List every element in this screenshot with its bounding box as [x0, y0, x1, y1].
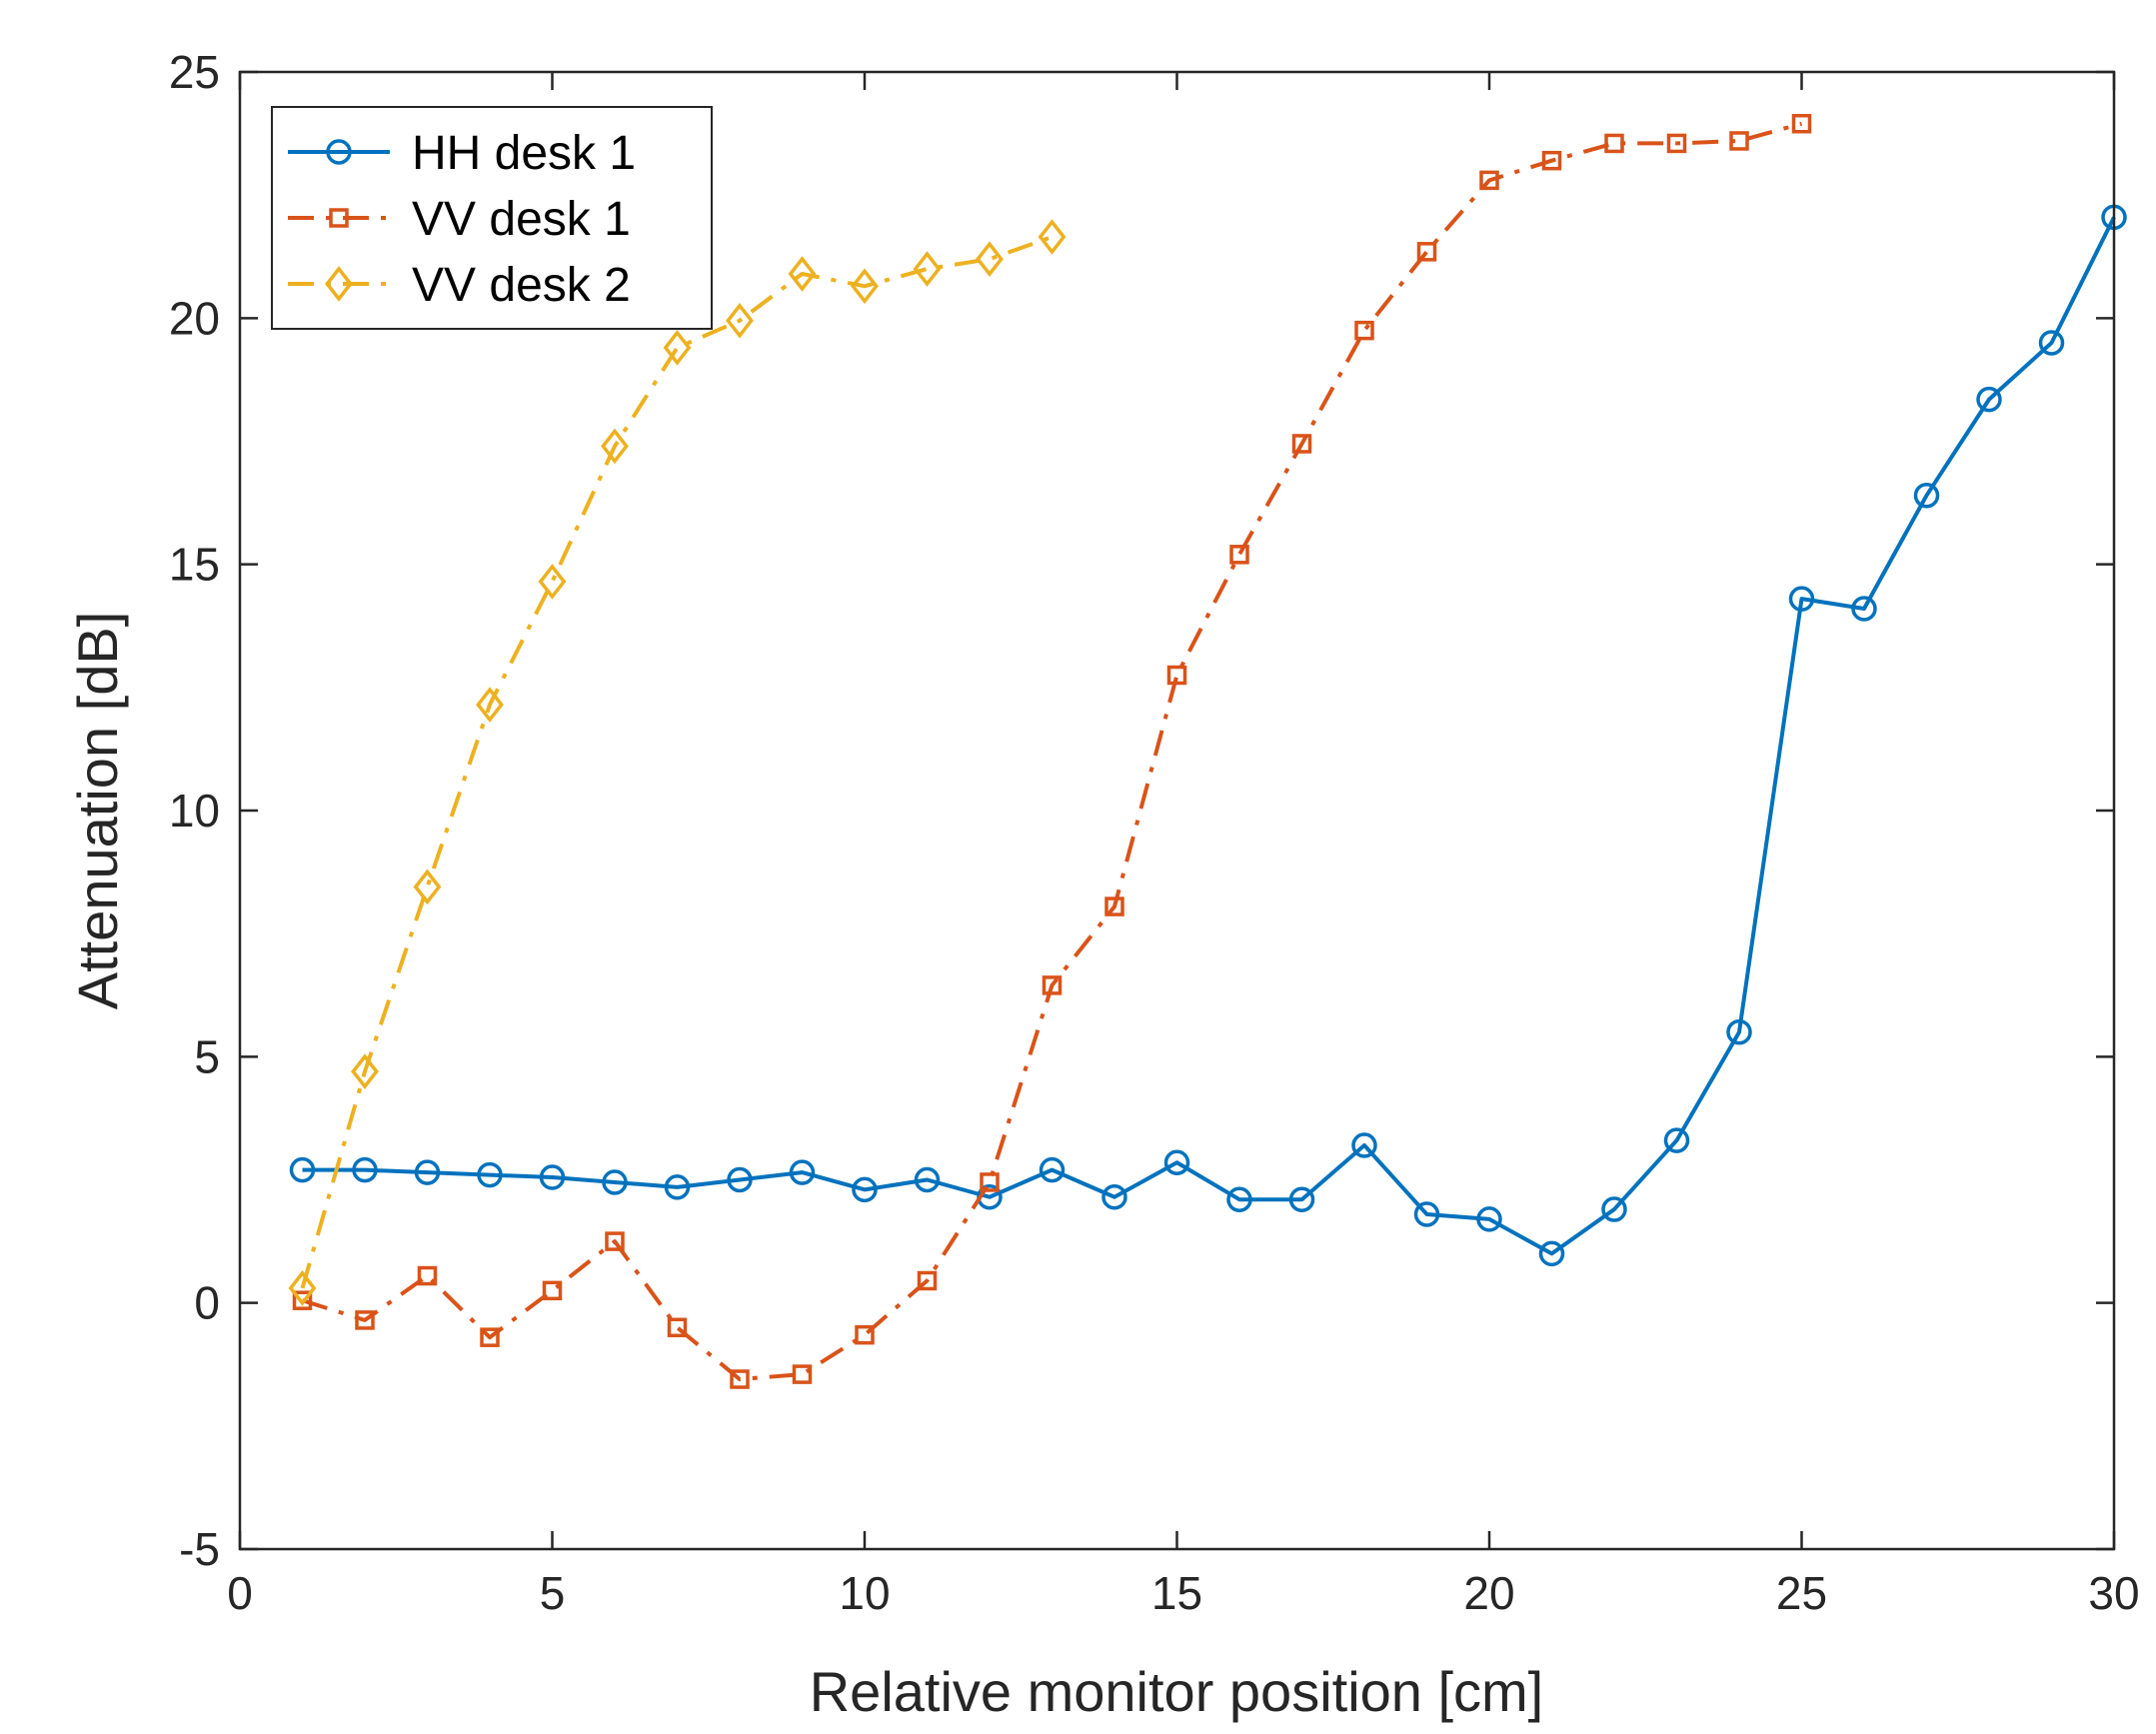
data-point: [730, 1369, 750, 1389]
data-point: [1479, 170, 1499, 191]
data-point: [663, 330, 692, 366]
y-tick-label: 15: [169, 539, 220, 591]
data-point: [980, 1172, 1000, 1192]
data-point: [1101, 1183, 1127, 1210]
data-point: [1291, 434, 1312, 454]
series-line: [301, 121, 1803, 1382]
data-point: [667, 1317, 688, 1338]
legend-marker: [325, 266, 353, 302]
x-tick-label: 15: [1151, 1567, 1202, 1619]
data-point: [477, 1161, 503, 1188]
data-point: [1416, 242, 1437, 262]
data-point: [1666, 133, 1687, 154]
data-point: [538, 564, 567, 600]
data-point: [1726, 1018, 1752, 1045]
data-point: [1788, 586, 1815, 612]
data-point: [855, 1324, 875, 1345]
data-point: [414, 1159, 441, 1185]
series-hh-desk-1: [289, 204, 2127, 1267]
data-point: [476, 687, 504, 723]
data-point: [355, 1310, 375, 1330]
data-point: [664, 1174, 691, 1200]
data-point: [480, 1327, 500, 1347]
data-point: [1541, 150, 1562, 171]
data-point: [1288, 1186, 1315, 1212]
data-point: [914, 1166, 941, 1193]
series-vv-desk-1: [292, 113, 1812, 1389]
data-point: [602, 1169, 628, 1195]
data-point: [1476, 1206, 1502, 1232]
data-point: [1042, 975, 1063, 995]
legend-label: VV desk 2: [412, 259, 631, 312]
y-tick-label: 5: [194, 1030, 220, 1082]
data-point: [601, 428, 629, 465]
data-point: [726, 302, 754, 339]
data-point: [917, 1270, 938, 1291]
legend: HH desk 1 VV desk 1 VV desk 2: [271, 106, 713, 330]
x-tick-label: 10: [839, 1567, 890, 1619]
data-point: [1913, 482, 1940, 509]
data-point: [539, 1164, 566, 1190]
data-point: [1538, 1240, 1565, 1267]
series-vv-desk-2: [288, 219, 1067, 1306]
data-point: [1039, 1156, 1066, 1183]
data-point: [352, 1156, 378, 1183]
legend-marker: [329, 208, 349, 228]
data-point: [851, 268, 879, 305]
data-point: [1413, 1201, 1440, 1227]
legend-label: HH desk 1: [412, 127, 636, 180]
data-point: [1038, 219, 1067, 255]
data-point: [288, 1270, 317, 1306]
series-layer: [288, 113, 2127, 1389]
y-tick-label: 25: [169, 46, 220, 98]
data-point: [1601, 1196, 1627, 1222]
data-point: [1604, 133, 1624, 154]
data-point: [351, 1053, 379, 1089]
x-tick-label: 25: [1776, 1567, 1827, 1619]
data-point: [289, 1156, 316, 1183]
x-tick-label: 20: [1463, 1567, 1514, 1619]
data-point: [727, 1166, 753, 1193]
legend-label: VV desk 1: [412, 193, 631, 246]
data-point: [1163, 1149, 1190, 1176]
data-point: [605, 1231, 625, 1251]
legend-entry: VV desk 2: [288, 259, 631, 312]
y-tick-label: 0: [194, 1277, 220, 1329]
data-point: [913, 251, 942, 287]
legend-entry: VV desk 1: [288, 193, 631, 246]
y-tick-label: -5: [179, 1523, 220, 1575]
data-point: [1851, 596, 1877, 622]
data-point: [1104, 896, 1124, 916]
data-point: [1663, 1127, 1690, 1153]
legend-entry: HH desk 1: [288, 127, 636, 180]
x-tick-label: 0: [227, 1567, 253, 1619]
legend-marker: [326, 139, 352, 165]
x-tick-label: 5: [540, 1567, 566, 1619]
data-point: [792, 1364, 813, 1384]
data-point: [788, 256, 817, 292]
x-tick-label: 30: [2088, 1567, 2139, 1619]
y-tick-label: 20: [169, 292, 220, 344]
data-point: [1729, 131, 1749, 151]
data-point: [852, 1176, 878, 1203]
data-point: [976, 241, 1004, 278]
data-point: [1976, 386, 2002, 413]
data-point: [417, 1265, 438, 1286]
y-tick-label: 10: [169, 785, 220, 837]
data-point: [1166, 665, 1187, 686]
y-axis-label: Attenuation [dB]: [66, 612, 129, 1010]
data-point: [1226, 1186, 1252, 1212]
data-point: [1351, 1132, 1377, 1158]
data-point: [1354, 320, 1374, 341]
data-point: [2038, 330, 2065, 356]
data-point: [1229, 545, 1249, 565]
data-point: [1791, 113, 1812, 134]
data-point: [789, 1159, 816, 1185]
data-point: [413, 868, 442, 905]
x-axis-label: Relative monitor position [cm]: [810, 1660, 1544, 1723]
data-point: [292, 1290, 313, 1310]
data-point: [542, 1280, 563, 1301]
